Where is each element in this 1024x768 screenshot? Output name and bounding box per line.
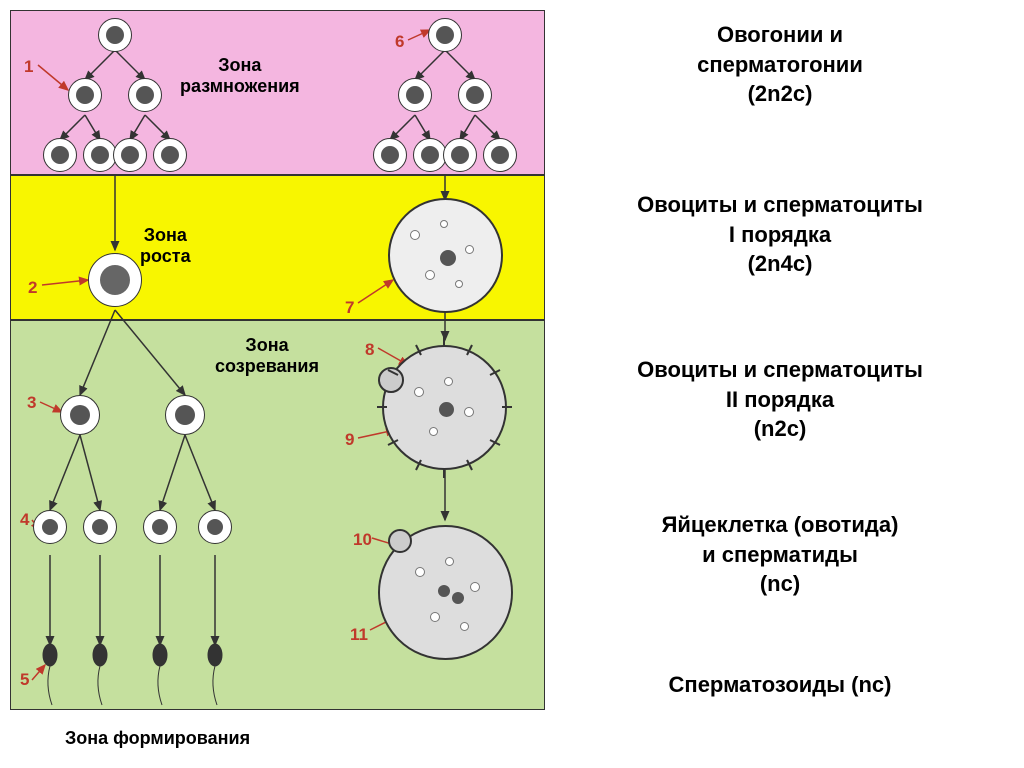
spermatid [83, 510, 117, 544]
spermatozoa [20, 640, 280, 720]
ovum [378, 525, 513, 660]
diagram-number-6: 6 [395, 32, 404, 52]
annotation-tids: Яйцеклетка (овотида) и сперматиды (nc) [560, 510, 1000, 599]
diagram-number-10: 10 [353, 530, 372, 550]
zona-pellucida [372, 335, 517, 480]
label-reproduction: Зона размножения [180, 55, 300, 97]
oogonium-cell [413, 138, 447, 172]
spermatogonium-cell [128, 78, 162, 112]
text-annotations: Овогонии и сперматогонии (2n2c) Овоциты … [560, 0, 1020, 768]
spermatocyte-i [88, 253, 142, 307]
spermatid [198, 510, 232, 544]
oogonium-cell [443, 138, 477, 172]
oogonium-cell [428, 18, 462, 52]
annotation-sperm: Сперматозоиды (nc) [560, 670, 1000, 700]
diagram-number-7: 7 [345, 298, 354, 318]
spermatocyte-ii [60, 395, 100, 435]
diagram-number-1: 1 [24, 57, 33, 77]
annotation-cytes-ii: Овоциты и сперматоциты II порядка (n2c) [560, 355, 1000, 444]
spermatogonium-cell [83, 138, 117, 172]
oogonium-cell [458, 78, 492, 112]
oocyte-i [388, 198, 503, 313]
diagram-number-8: 8 [365, 340, 374, 360]
spermatogonium-cell [68, 78, 102, 112]
diagram-number-11: 11 [350, 625, 368, 645]
diagram-number-5: 5 [20, 670, 29, 690]
spermatogonium-cell [113, 138, 147, 172]
spermatogonium-cell [43, 138, 77, 172]
diagram-number-9: 9 [345, 430, 354, 450]
spermatogonium-cell [153, 138, 187, 172]
spermatocyte-ii [165, 395, 205, 435]
label-growth: Зона роста [140, 225, 191, 267]
diagram-number-3: 3 [27, 393, 36, 413]
oogonium-cell [398, 78, 432, 112]
diagram-number-4: 4 [20, 510, 29, 530]
annotation-gonia: Овогонии и сперматогонии (2n2c) [560, 20, 1000, 109]
label-maturation: Зона созревания [215, 335, 319, 377]
label-formation: Зона формирования [65, 728, 250, 749]
spermatogonium-cell [98, 18, 132, 52]
oogonium-cell [373, 138, 407, 172]
spermatid [143, 510, 177, 544]
diagram-number-2: 2 [28, 278, 37, 298]
polar-body [388, 529, 412, 553]
spermatid [33, 510, 67, 544]
annotation-cytes-i: Овоциты и сперматоциты I порядка (2n4c) [560, 190, 1000, 279]
oogonium-cell [483, 138, 517, 172]
gametogenesis-diagram: Зона размножения Зона роста Зона созрева… [0, 0, 555, 768]
